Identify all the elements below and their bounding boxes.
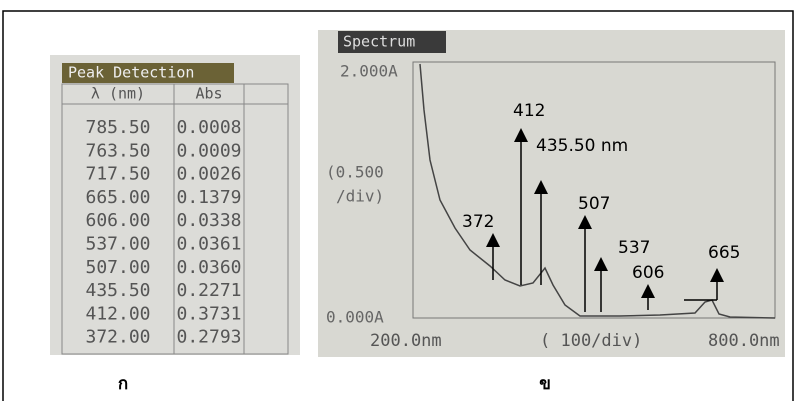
- cell: 507.00: [85, 257, 150, 278]
- table-border: [61, 83, 289, 355]
- arrow-head: [578, 215, 592, 229]
- spectrum-title-bg: [338, 31, 446, 53]
- y-label: (0.500: [326, 163, 384, 182]
- cell: 0.0361: [176, 234, 241, 255]
- column-header: Abs: [195, 85, 222, 103]
- cell: 0.0009: [176, 140, 241, 161]
- caption: ข: [539, 374, 551, 394]
- table-title-bg: [62, 63, 234, 83]
- y-label: 2.000A: [340, 62, 398, 81]
- peak-label: 537: [618, 238, 650, 258]
- cell: 0.1379: [176, 187, 241, 208]
- peak-label: 507: [578, 194, 610, 214]
- arrow-head: [594, 257, 608, 271]
- x-label: 200.0nm: [370, 331, 442, 351]
- peak-label: 665: [708, 243, 740, 263]
- cell: 412.00: [85, 303, 150, 324]
- cell: 372.00: [85, 327, 150, 348]
- arrow-head: [641, 284, 655, 298]
- peak-label: 372: [462, 212, 494, 232]
- cell: 763.50: [85, 140, 150, 161]
- column-header: λ (nm): [91, 85, 145, 103]
- cell: 0.0026: [176, 164, 241, 185]
- cell: 0.0338: [176, 210, 241, 231]
- y-label: 0.000A: [326, 308, 384, 327]
- y-label: /div): [336, 187, 384, 206]
- spectrum-curve: [419, 63, 776, 319]
- cell: 0.0008: [176, 117, 241, 138]
- arrow-head: [534, 180, 548, 194]
- spectrum-title: Spectrum: [343, 33, 415, 51]
- x-label: ( 100/div): [540, 331, 642, 351]
- peak-label: 412: [513, 101, 545, 121]
- arrow-head: [514, 128, 528, 142]
- cell: 0.0360: [176, 257, 241, 278]
- arrow-head: [486, 233, 500, 247]
- peak-label: 435.50 nm: [536, 136, 628, 156]
- plot-box: [412, 61, 776, 319]
- cell: 785.50: [85, 117, 150, 138]
- cell: 0.2271: [176, 280, 241, 301]
- table-title: Peak Detection: [68, 64, 194, 82]
- spectrum-photo: [318, 30, 785, 357]
- peak-label: 606: [632, 263, 664, 283]
- cell: 606.00: [85, 210, 150, 231]
- arrow-head: [710, 268, 724, 282]
- caption: ก: [118, 374, 128, 394]
- cell: 537.00: [85, 234, 150, 255]
- cell: 0.2793: [176, 327, 241, 348]
- x-label: 800.0nm: [708, 331, 780, 351]
- cell: 717.50: [85, 164, 150, 185]
- cell: 0.3731: [176, 303, 241, 324]
- cell: 665.00: [85, 187, 150, 208]
- cell: 435.50: [85, 280, 150, 301]
- table-photo: [50, 55, 300, 355]
